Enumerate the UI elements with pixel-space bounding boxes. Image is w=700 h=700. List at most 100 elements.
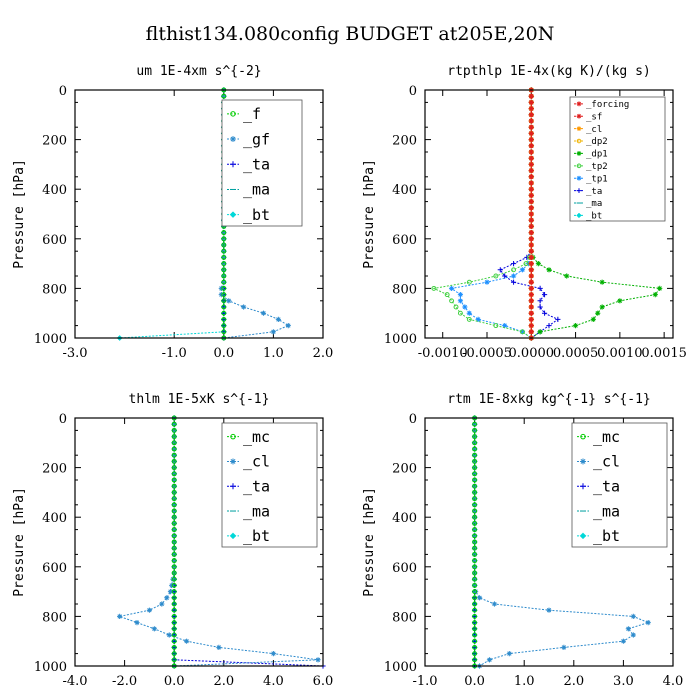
data-point (599, 304, 605, 310)
legend-marker (580, 433, 586, 440)
x-tick-label: 2.0 (563, 674, 584, 689)
data-point (171, 638, 177, 644)
data-point (169, 582, 175, 588)
legend-label: _forcing (586, 100, 629, 110)
series-line (450, 90, 532, 339)
data-point (472, 496, 478, 502)
y-tick-label: 400 (42, 183, 67, 198)
data-point (171, 582, 177, 588)
data-point (526, 261, 532, 267)
y-tick-label: 1000 (34, 660, 67, 675)
legend-label: _ta (586, 187, 602, 197)
data-point (484, 279, 490, 285)
data-point (472, 446, 478, 452)
legend-label: _tp2 (586, 162, 608, 172)
y-tick-label: 600 (42, 233, 67, 248)
y-axis-label: Pressure [hPa] (362, 487, 377, 597)
data-point (171, 613, 177, 619)
y-axis-label: Pressure [hPa] (362, 159, 377, 269)
data-point (541, 292, 548, 298)
data-point (221, 316, 227, 322)
data-point (171, 477, 177, 483)
data-point (528, 205, 534, 211)
data-point (528, 230, 534, 236)
data-point (528, 285, 534, 291)
data-point (472, 545, 478, 551)
data-point (528, 130, 534, 136)
y-tick-label: 400 (42, 511, 67, 526)
data-point (221, 254, 227, 260)
data-point (528, 168, 534, 174)
legend-label: _bt (593, 527, 620, 545)
data-point (457, 298, 464, 304)
data-point (171, 471, 177, 477)
data-point (472, 508, 478, 514)
data-point (506, 651, 512, 657)
data-point (599, 279, 605, 285)
data-point (134, 620, 140, 626)
data-point (546, 267, 552, 273)
data-point (502, 323, 508, 329)
data-point (511, 267, 517, 273)
data-point (221, 261, 227, 267)
x-tick-label: -1.0 (412, 674, 437, 689)
data-point (528, 93, 534, 99)
data-point (528, 149, 534, 155)
legend-label: _sf (586, 112, 602, 122)
data-point (564, 273, 570, 279)
data-point (472, 465, 478, 471)
data-point (472, 558, 478, 564)
y-axis-label: Pressure [hPa] (12, 159, 27, 269)
series_tp1 (448, 87, 534, 341)
data-point (466, 310, 472, 316)
series_mc (472, 415, 478, 669)
data-point (221, 254, 227, 260)
data-point (472, 440, 478, 446)
data-point (448, 285, 455, 291)
x-tick-label: 0.0015 (641, 346, 687, 361)
data-point (270, 329, 276, 335)
legend-label: _bt (243, 527, 270, 545)
data-point (523, 261, 529, 267)
panel-1: um 1E-4xm s^{-2} Pressure [hPa] 0 200 400 600… (12, 64, 333, 361)
series_tp2 (431, 87, 534, 341)
data-point (528, 217, 534, 223)
data-point (171, 421, 177, 427)
panel-title: rtm 1E-8xkg kg^{-1} s^{-1} (447, 392, 651, 407)
data-point (472, 644, 478, 650)
figure-title: flthist134.080config BUDGET at205E,20N (146, 23, 555, 45)
x-tick-label: 0.0005 (553, 346, 599, 361)
data-point (171, 620, 177, 626)
data-point (171, 657, 177, 663)
data-point (472, 632, 478, 638)
data-point (472, 421, 478, 427)
legend-box (571, 422, 668, 548)
data-point (171, 421, 177, 427)
y-tick-label: 600 (392, 233, 417, 248)
y-tick-label: 0 (409, 412, 417, 427)
series_bt (116, 87, 227, 341)
legend-label: _bt (243, 206, 270, 224)
data-point (171, 452, 177, 458)
data-point (472, 626, 478, 632)
data-point (285, 323, 291, 329)
y-tick-label: 200 (392, 462, 417, 477)
legend-marker (230, 161, 236, 168)
data-point (493, 273, 499, 279)
x-tick-label: 0.0000 (509, 346, 555, 361)
data-point (528, 273, 534, 279)
y-tick-label: 400 (392, 511, 417, 526)
data-point (171, 458, 177, 464)
data-point (528, 155, 534, 161)
y-tick-label: 1000 (384, 332, 417, 347)
data-point (170, 576, 176, 582)
data-point (472, 527, 478, 533)
data-point (475, 316, 481, 322)
data-point (221, 310, 227, 316)
y-tick-label: 400 (392, 183, 417, 198)
data-point (462, 304, 468, 310)
x-tick-label: 1.0 (514, 674, 535, 689)
data-point (472, 458, 478, 464)
data-point (472, 570, 478, 576)
data-point (528, 186, 534, 192)
